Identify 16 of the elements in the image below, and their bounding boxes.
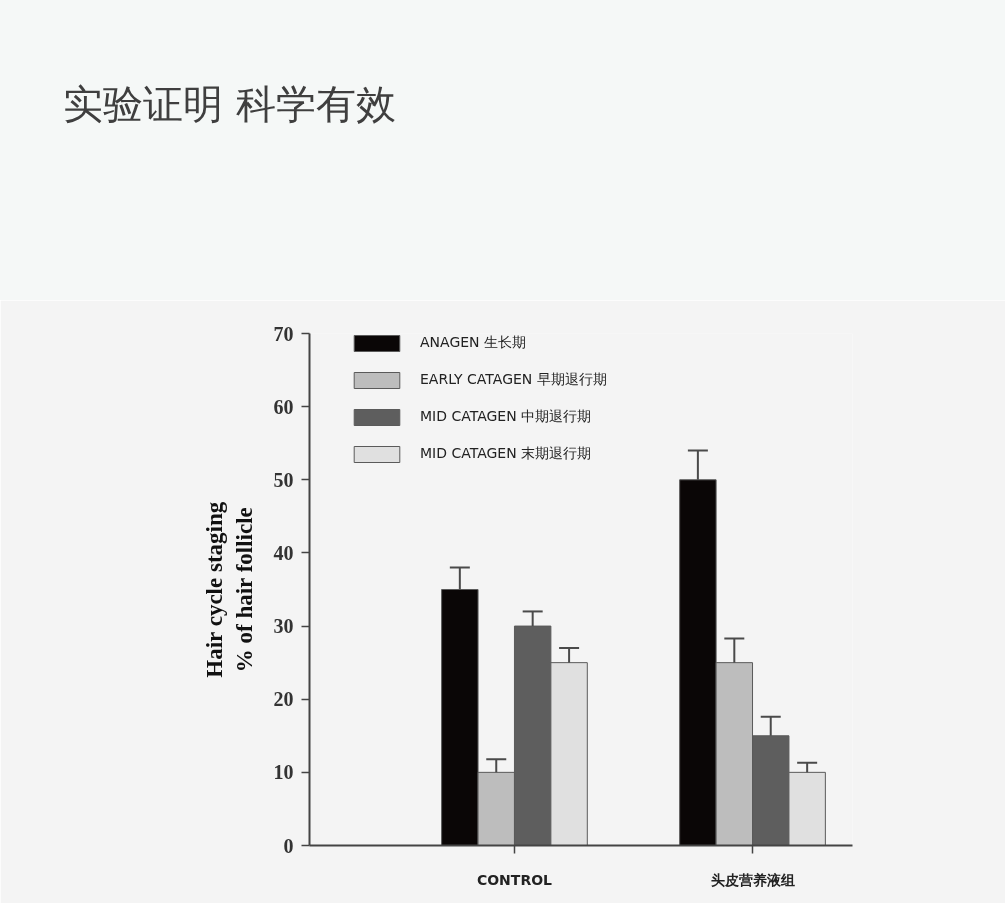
y-axis-title: Hair cycle staging % of hair follicle [201, 501, 257, 678]
x-tick-label: CONTROL [476, 871, 553, 888]
legend-label: MID CATAGEN 末期退行期 [420, 444, 592, 463]
y-tick-label: 50 [273, 468, 294, 491]
y-tick-label: 60 [273, 395, 294, 418]
chart-title: 实验证明 科学有效 [62, 80, 396, 128]
legend-label: ANAGEN 生长期 [420, 333, 526, 352]
x-tick-label: 头皮营养液组 [710, 871, 795, 888]
y-tick-label: 0 [283, 834, 294, 857]
y-tick-label: 70 [273, 322, 294, 345]
y-tick-label: 40 [273, 541, 294, 564]
legend-label: EARLY CATAGEN 早期退行期 [420, 370, 607, 389]
y-tick-label: 30 [273, 615, 294, 638]
legend-label: MID CATAGEN 中期退行期 [420, 407, 592, 426]
y-tick-label: 10 [273, 761, 294, 784]
y-tick-label: 20 [273, 688, 294, 711]
